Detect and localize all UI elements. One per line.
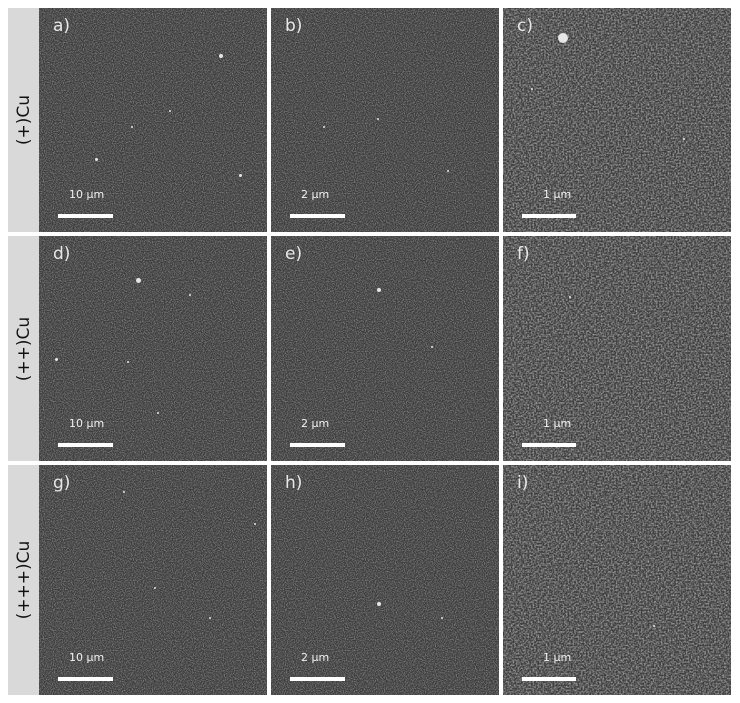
particle <box>377 288 381 292</box>
particle <box>323 126 325 128</box>
particle <box>95 158 98 161</box>
sem-micrograph-panel: e) 2 µm <box>271 236 499 461</box>
scale-bar <box>58 214 113 218</box>
scale-bar <box>522 443 576 447</box>
particle <box>239 174 242 177</box>
scale-bar-label: 1 µm <box>543 188 572 201</box>
panel-label: h) <box>285 473 303 493</box>
sem-micrograph-panel: a) 10 µm <box>39 8 267 232</box>
scale-bar <box>522 677 576 681</box>
particle <box>569 296 571 298</box>
scale-bar <box>290 677 345 681</box>
sem-micrograph-panel: i) 1 µm <box>503 465 731 695</box>
particle <box>377 602 381 606</box>
particle <box>157 412 159 414</box>
micrograph-texture <box>503 465 731 695</box>
scale-bar-label: 10 µm <box>69 417 105 430</box>
scale-bar-label: 2 µm <box>301 651 330 664</box>
particle <box>531 88 533 90</box>
scale-bar <box>58 443 113 447</box>
micrograph-texture <box>503 236 731 461</box>
panel-label: g) <box>53 473 71 493</box>
particle <box>136 278 141 283</box>
sem-micrograph-panel: c) 1 µm <box>503 8 731 232</box>
scale-bar-label: 10 µm <box>69 188 105 201</box>
row-label: (++)Cu <box>8 236 39 461</box>
row-label: (+)Cu <box>8 8 39 232</box>
panel-label: i) <box>517 473 529 493</box>
particle <box>377 118 379 120</box>
particle <box>127 361 129 363</box>
scale-bar-label: 1 µm <box>543 651 572 664</box>
row-label-text: (+)Cu <box>13 94 34 146</box>
scale-bar <box>522 214 576 218</box>
panel-label: d) <box>53 244 71 264</box>
micrograph-texture <box>271 236 499 461</box>
sem-micrograph-panel: h) 2 µm <box>271 465 499 695</box>
scale-bar-label: 1 µm <box>543 417 572 430</box>
row-label-text: (+++)Cu <box>13 540 34 620</box>
particle <box>169 110 171 112</box>
panel-label: f) <box>517 244 530 264</box>
particle <box>154 587 156 589</box>
scale-bar <box>290 443 345 447</box>
micrograph-texture <box>271 465 499 695</box>
sem-micrograph-panel: g) 10 µm <box>39 465 267 695</box>
panel-label: a) <box>53 16 71 36</box>
particle <box>55 358 58 361</box>
micrograph-texture <box>39 236 267 461</box>
micrograph-texture <box>39 8 267 232</box>
sem-micrograph-panel: d) 10 µm <box>39 236 267 461</box>
particle <box>447 170 449 172</box>
panel-label: c) <box>517 16 533 36</box>
scale-bar-label: 2 µm <box>301 188 330 201</box>
particle <box>219 54 223 58</box>
particle <box>123 491 125 493</box>
micrograph-texture <box>271 8 499 232</box>
scale-bar <box>58 677 113 681</box>
row-label-text: (++)Cu <box>13 316 34 381</box>
scale-bar-label: 10 µm <box>69 651 105 664</box>
particle <box>653 625 655 627</box>
panel-label: b) <box>285 16 303 36</box>
scale-bar <box>290 214 345 218</box>
row-label: (+++)Cu <box>8 465 39 695</box>
particle <box>431 346 433 348</box>
particle <box>189 294 191 296</box>
particle <box>441 617 443 619</box>
particle <box>254 523 256 525</box>
particle <box>131 126 133 128</box>
sem-micrograph-panel: f) 1 µm <box>503 236 731 461</box>
particle <box>209 617 211 619</box>
particle <box>558 33 568 43</box>
micrograph-texture <box>39 465 267 695</box>
panel-label: e) <box>285 244 303 264</box>
micrograph-texture <box>503 8 731 232</box>
scale-bar-label: 2 µm <box>301 417 330 430</box>
particle <box>683 138 685 140</box>
sem-micrograph-panel: b) 2 µm <box>271 8 499 232</box>
